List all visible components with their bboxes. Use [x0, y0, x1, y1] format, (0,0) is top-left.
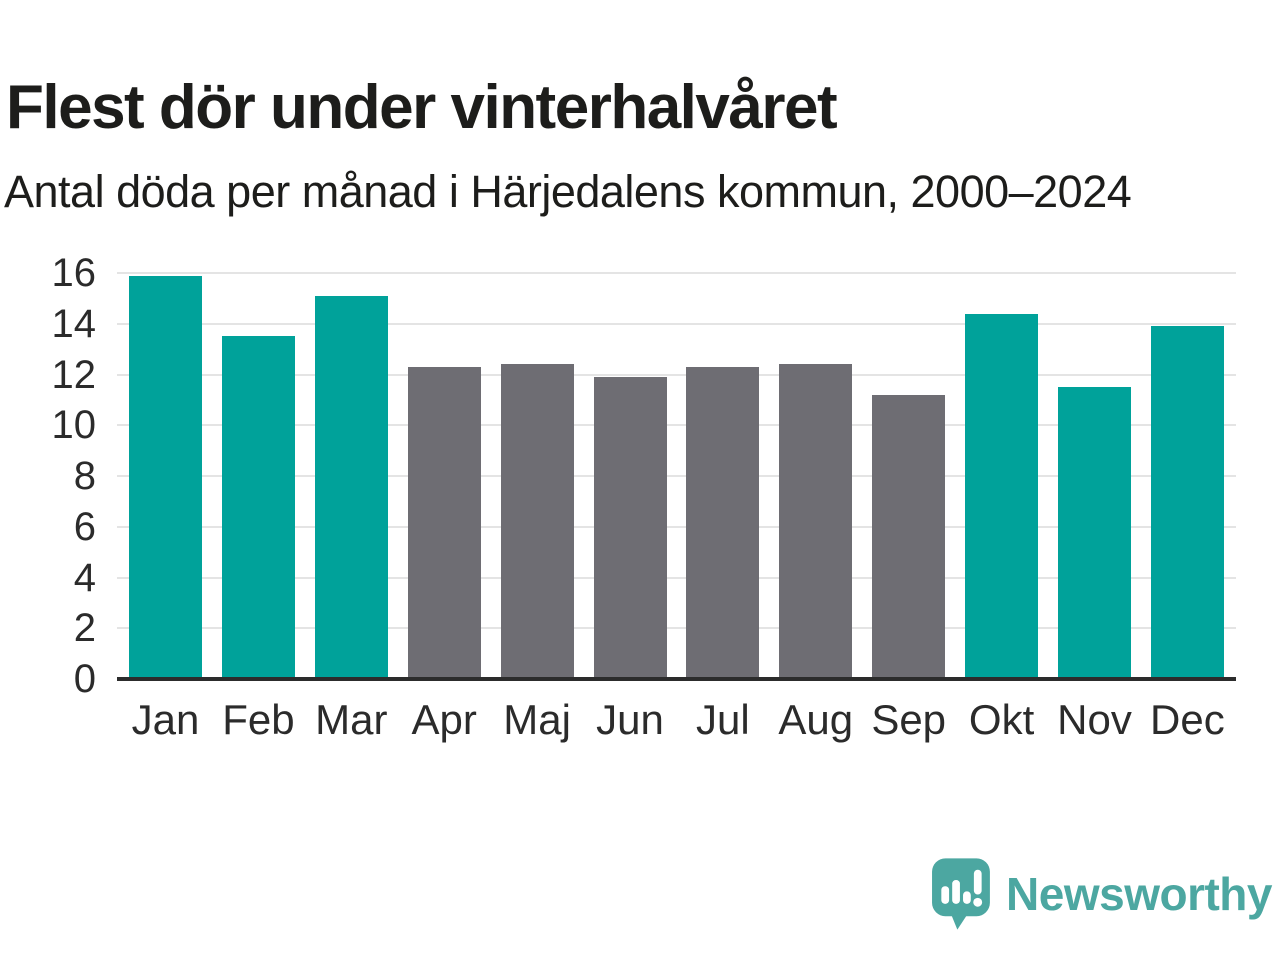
gridline-16 — [117, 272, 1236, 274]
x-tick-label-maj: Maj — [503, 696, 571, 743]
y-tick-label-14: 14 — [51, 301, 97, 346]
plot-area — [117, 272, 1236, 681]
bar-jul — [686, 366, 760, 679]
x-tick-label-mar: Mar — [315, 696, 388, 743]
bar-aug — [779, 364, 853, 679]
y-tick-label-12: 12 — [51, 352, 97, 397]
y-tick-label-8: 8 — [73, 454, 96, 498]
bar-apr — [407, 366, 481, 679]
bar-okt — [965, 313, 1039, 679]
y-tick-label-2: 2 — [73, 606, 96, 651]
gridline-10 — [117, 424, 1236, 427]
bar-nov — [1058, 387, 1131, 679]
chart-title: Flest dör under vinterhalvåret — [6, 72, 838, 142]
bar-mar — [314, 295, 388, 679]
x-axis-line — [117, 677, 1236, 681]
x-tick-label-jan: Jan — [131, 696, 200, 743]
gridline-14 — [117, 322, 1236, 325]
x-tick-label-dec: Dec — [1150, 696, 1225, 743]
gridline-6 — [117, 525, 1236, 528]
newsworthy-logo-link[interactable]: Newsworthy — [931, 856, 1272, 932]
x-tick-label-jul: Jul — [696, 696, 750, 743]
y-tick-label-6: 6 — [73, 504, 96, 549]
y-tick-label-0: 0 — [73, 657, 96, 701]
x-tick-label-jun: Jun — [596, 696, 664, 743]
gridline-2 — [117, 627, 1236, 630]
y-tick-label-16: 16 — [51, 251, 97, 295]
x-tick-label-aug: Aug — [778, 696, 854, 743]
x-tick-label-feb: Feb — [222, 696, 295, 743]
newsworthy-logo-text: Newsworthy — [1006, 868, 1272, 920]
y-tick-label-4: 4 — [73, 555, 96, 600]
x-tick-label-sep: Sep — [871, 696, 947, 743]
x-axis: Jan Feb Mar Apr Maj Jun Jul Aug Sep Okt Nov Dec — [117, 696, 1236, 756]
gridline-4 — [117, 576, 1236, 579]
bar-jan — [129, 275, 202, 679]
chart-subtitle: Antal döda per månad i Härjedalens kommu… — [4, 166, 1132, 217]
y-axis: 0 2 4 6 8 10 12 14 16 — [0, 251, 97, 701]
bar-jun — [593, 377, 667, 679]
bar-feb — [221, 336, 295, 679]
x-tick-label-nov: Nov — [1057, 696, 1132, 743]
x-tick-label-okt: Okt — [968, 696, 1035, 743]
newsworthy-logo-icon — [932, 858, 990, 930]
bar-dec — [1150, 326, 1224, 679]
x-tick-label-apr: Apr — [411, 696, 477, 743]
y-tick-label-10: 10 — [51, 403, 97, 448]
bar-sep — [872, 394, 946, 679]
bar-maj — [500, 364, 574, 679]
gridline-8 — [117, 475, 1236, 477]
gridline-12 — [117, 373, 1236, 376]
